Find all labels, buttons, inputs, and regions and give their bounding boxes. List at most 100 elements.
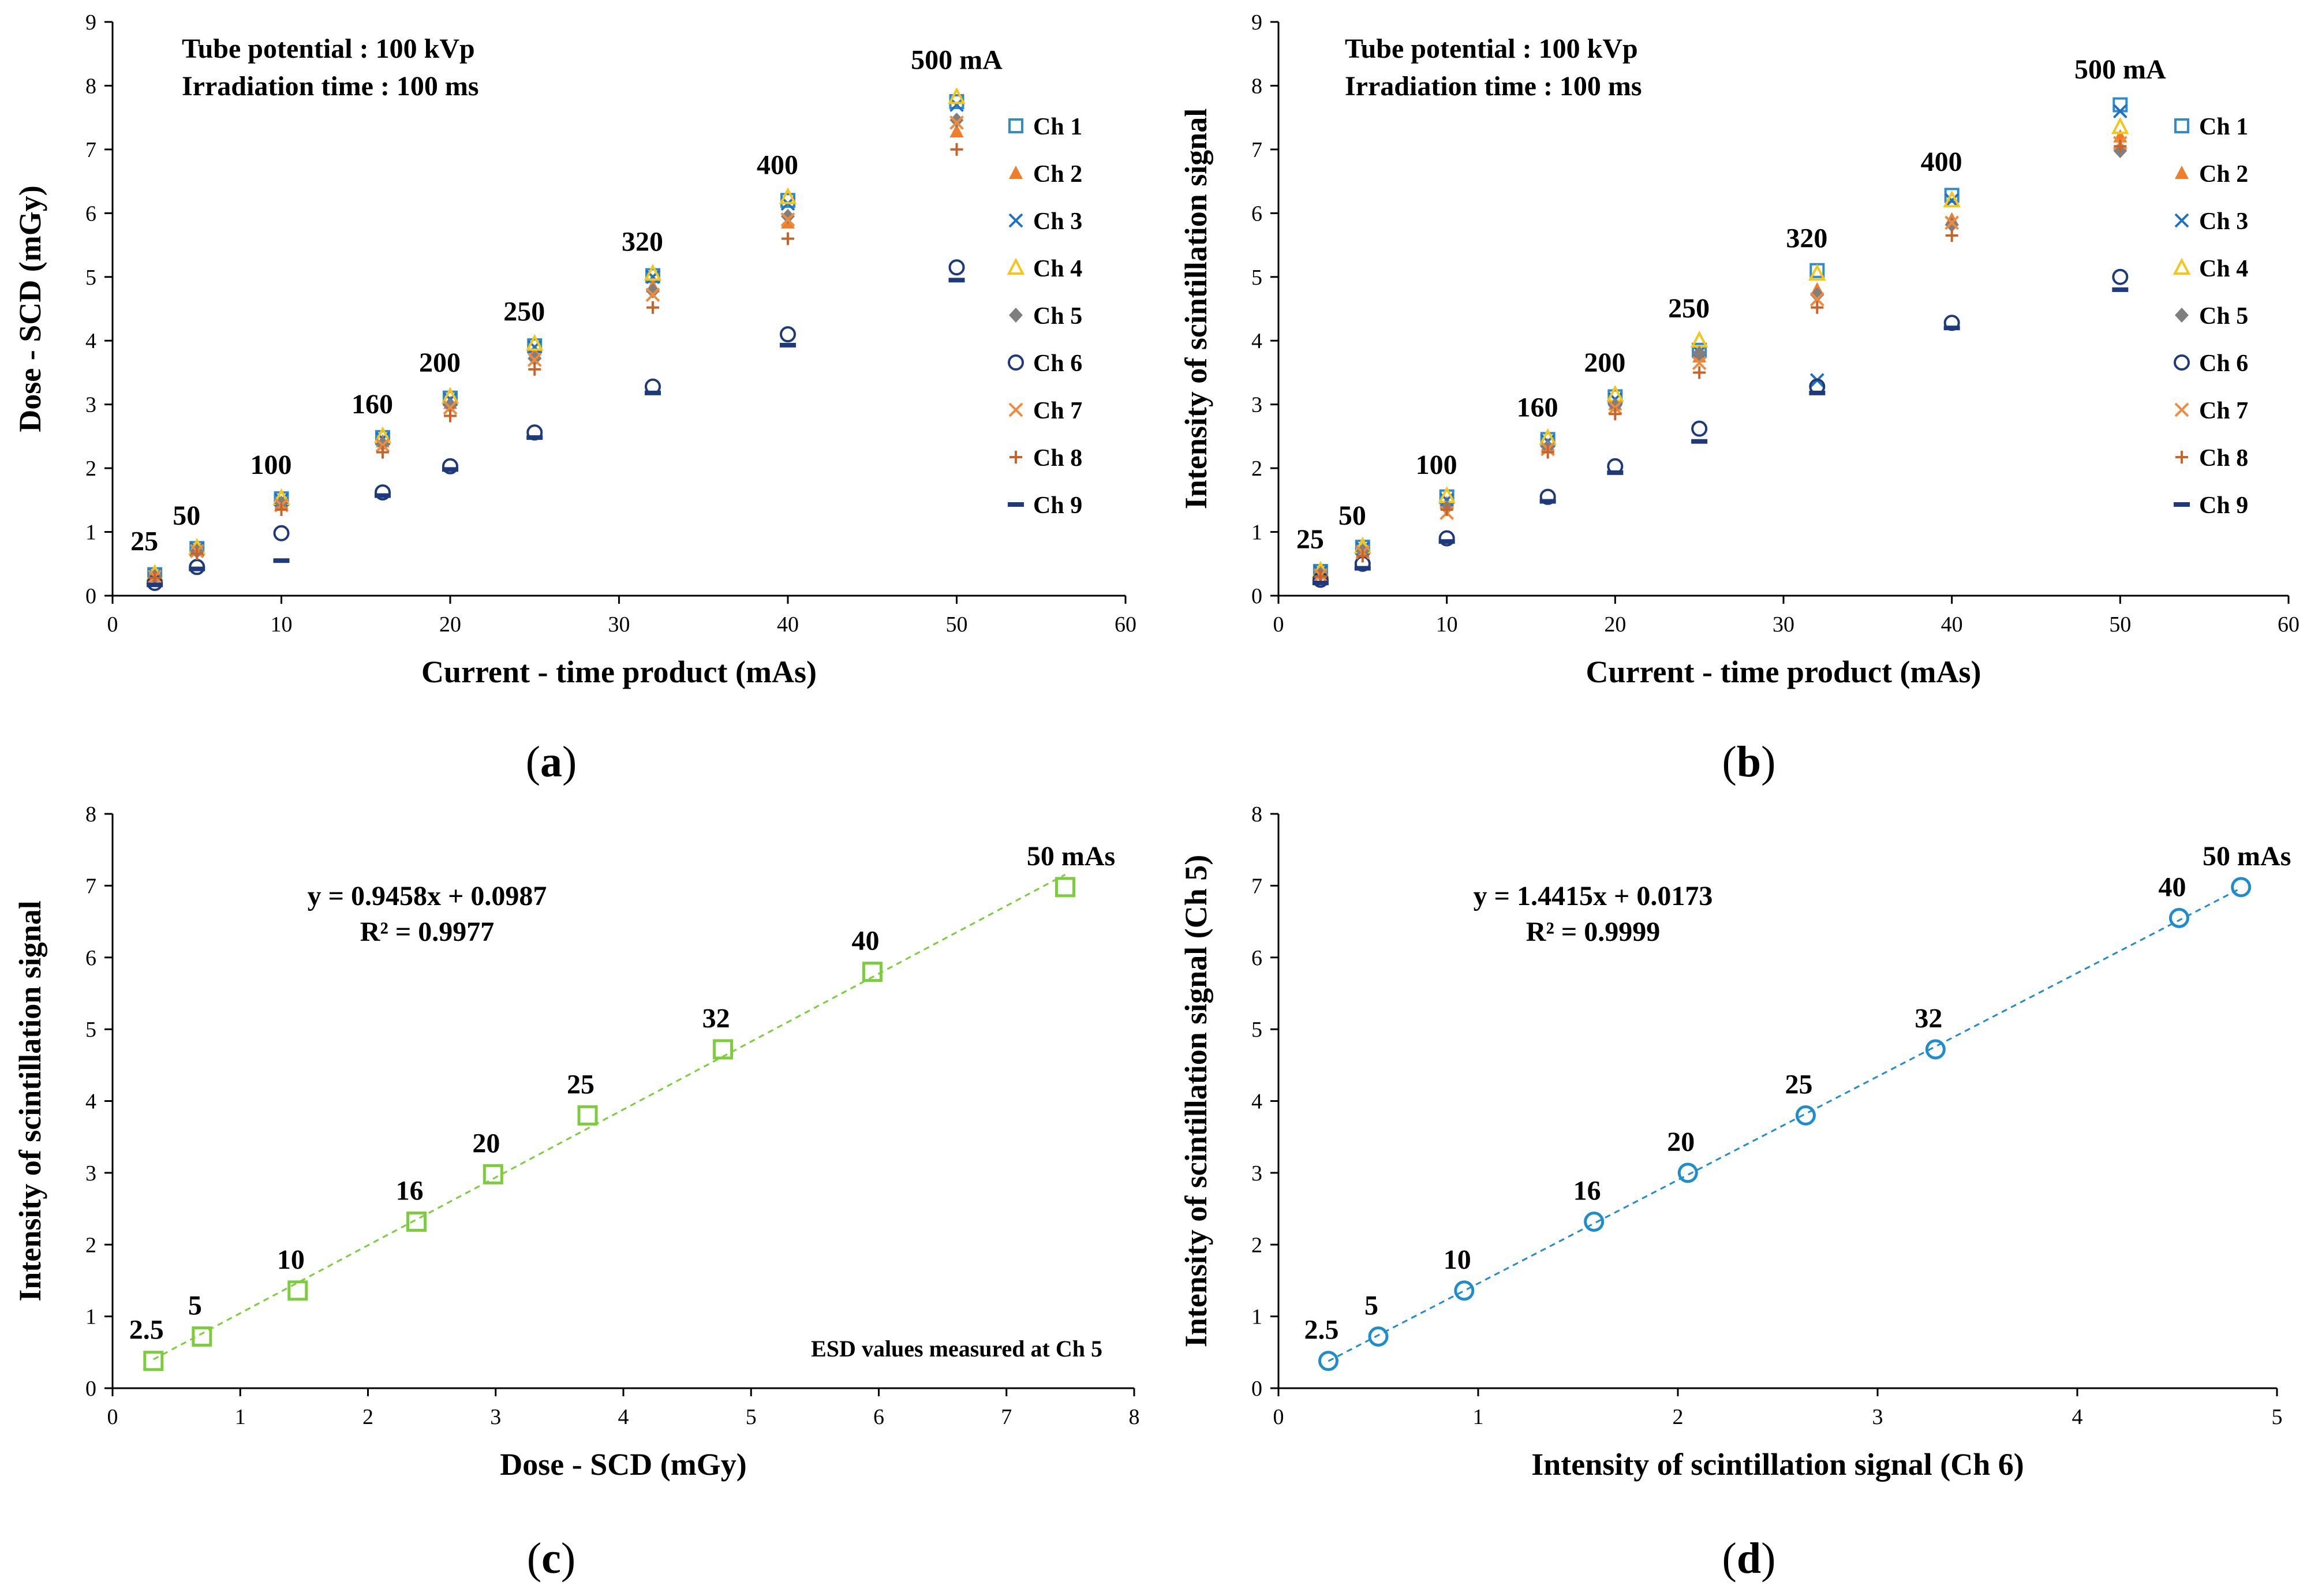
point-a-ch6 — [375, 484, 391, 501]
point-d — [1454, 1280, 1475, 1301]
legend-marker-a — [1009, 451, 1022, 464]
y-tick-label-a: 3 — [85, 393, 96, 417]
point-b-ch9 — [1438, 539, 1455, 544]
x-tick-label-c: 7 — [1001, 1405, 1012, 1429]
point-label-d: 5 — [1364, 1290, 1378, 1321]
y-axis-label-d: Intensity of scintillation signal (Ch 5) — [1179, 855, 1213, 1348]
point-a-ch9 — [375, 493, 391, 498]
x-tick-label-a: 40 — [777, 612, 799, 637]
point-a-ch7 — [527, 352, 542, 367]
x-tick-label-b: 30 — [1773, 612, 1794, 637]
point-label-c: 50 mAs — [1027, 841, 1115, 872]
point-label-c: 5 — [188, 1290, 202, 1321]
point-a-ch8 — [148, 571, 162, 585]
point-a-ch5 — [646, 283, 660, 299]
legend-marker-a — [1009, 308, 1023, 323]
point-b-ch6 — [1539, 488, 1556, 505]
panel-a-chart: 0 10 20 30 40 50 60 0 1 2 3 4 5 6 7 8 9 Current - time pr… — [13, 10, 1136, 689]
panel-c-chart: 0 1 2 3 4 5 6 7 8 0 1 2 3 4 5 6 7 8 Dose - SCD (mGy) Intens… — [13, 802, 1140, 1482]
legend-label-b: Ch 3 — [2199, 208, 2248, 235]
legend-label-a: Ch 5 — [1033, 303, 1082, 330]
point-d — [1677, 1163, 1698, 1183]
point-b-ch4 — [2111, 117, 2129, 134]
y-tick-label-d: 2 — [1251, 1233, 1262, 1257]
fit-equation-d: y = 1.4415x + 0.0173 — [1474, 881, 1713, 911]
x-tick-label-b: 50 — [2109, 612, 2131, 637]
y-tick-label-b: 9 — [1251, 10, 1262, 35]
trendline-d — [1328, 887, 2242, 1362]
y-tick-label-a: 9 — [85, 10, 96, 35]
point-a-ch9 — [189, 566, 205, 571]
point-b-ch8 — [1541, 446, 1554, 459]
point-a-ch3 — [949, 98, 964, 112]
legend-label-b: Ch 9 — [2199, 492, 2248, 519]
point-label-b: 50 — [1338, 500, 1366, 531]
point-b-ch4 — [1808, 263, 1826, 281]
panel-d-chart: 0 1 2 3 4 5 0 1 2 3 4 5 6 7 8 Intensity of scintillatio… — [1179, 802, 2291, 1482]
point-label-d: 50 mAs — [2203, 841, 2291, 872]
point-c — [192, 1326, 212, 1347]
point-d — [2231, 877, 2252, 898]
y-tick-label-a: 8 — [85, 74, 96, 98]
x-tick-label-c: 8 — [1129, 1405, 1140, 1429]
point-b-ch7 — [1945, 215, 1960, 230]
legend-label-b: Ch 4 — [2199, 256, 2248, 282]
y-tick-label-a: 1 — [85, 521, 96, 545]
legend-label-b: Ch 7 — [2199, 398, 2248, 424]
point-label-b: 160 — [1517, 392, 1558, 423]
point-label-b: 250 — [1668, 293, 1710, 324]
point-b-ch9 — [1943, 326, 1960, 331]
point-a-ch4 — [644, 263, 662, 281]
point-b-ch6 — [1438, 530, 1455, 547]
legend-marker-b — [2174, 354, 2190, 371]
point-label-a: 400 — [757, 150, 798, 181]
y-tick-label-b: 1 — [1251, 521, 1262, 545]
legend-marker-a — [1008, 502, 1024, 507]
point-c — [577, 1105, 598, 1126]
x-axis-label-c: Dose - SCD (mGy) — [500, 1447, 746, 1482]
y-tick-label-b: 8 — [1251, 74, 1262, 98]
legend-marker-b — [2174, 213, 2189, 228]
legend-label-a: Ch 1 — [1033, 114, 1082, 140]
point-b-ch5 — [1810, 287, 1824, 302]
point-label-b: 100 — [1416, 450, 1457, 480]
point-label-c: 2.5 — [129, 1315, 164, 1345]
point-b-ch9 — [2112, 287, 2129, 292]
point-a-ch7 — [949, 115, 964, 130]
fit-equation-c: y = 0.9458x + 0.0987 — [308, 881, 547, 911]
point-a-ch5 — [781, 208, 795, 224]
point-b-ch8 — [1356, 550, 1369, 563]
legend-label-a: Ch 4 — [1033, 256, 1082, 282]
y-tick-label-a: 0 — [85, 584, 96, 608]
legend-label-a: Ch 8 — [1033, 445, 1082, 472]
y-tick-label-b: 5 — [1251, 266, 1262, 290]
y-axis-label-b: Intensity of scintillation signal — [1179, 109, 1213, 510]
legend-label-b: Ch 5 — [2199, 303, 2248, 330]
annotation-b: Irradiation time : 100 ms — [1345, 71, 1642, 102]
point-label-d: 40 — [2158, 872, 2186, 902]
point-c — [862, 962, 883, 982]
point-b-ch3 — [2112, 104, 2127, 119]
y-tick-label-a: 6 — [85, 201, 96, 226]
x-tick-label-b: 40 — [1941, 612, 1963, 637]
x-tick-label-d: 0 — [1273, 1405, 1284, 1429]
y-tick-label-b: 4 — [1251, 329, 1262, 353]
legend-marker-a — [1008, 213, 1023, 228]
legend-marker-b — [2175, 451, 2188, 464]
point-b-ch9 — [1354, 566, 1371, 571]
x-tick-label-c: 0 — [107, 1405, 118, 1429]
y-tick-label-c: 4 — [85, 1090, 96, 1114]
point-label-a: 250 — [503, 297, 545, 327]
y-tick-label-d: 7 — [1251, 874, 1262, 898]
point-c — [143, 1351, 164, 1371]
x-tick-label-d: 3 — [1872, 1405, 1883, 1429]
x-tick-label-d: 2 — [1673, 1405, 1684, 1429]
x-tick-label-c: 5 — [746, 1405, 757, 1429]
point-label-b: 25 — [1296, 524, 1324, 555]
legend-label-a: Ch 6 — [1033, 350, 1082, 377]
x-tick-label-b: 0 — [1273, 612, 1284, 637]
point-b-ch1 — [2112, 97, 2128, 113]
point-a-ch9 — [147, 582, 163, 588]
x-tick-label-a: 60 — [1115, 612, 1136, 637]
point-d — [1368, 1326, 1389, 1347]
